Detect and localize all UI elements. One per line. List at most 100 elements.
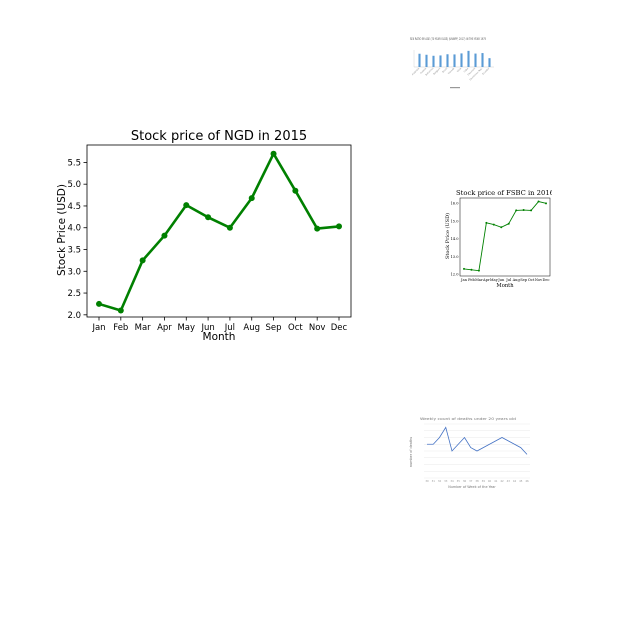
thumb-sex-ratio-bar: [460, 53, 463, 67]
main-series-line: [98, 152, 340, 312]
thumb-sex-ratio-xlabel: Bahamas: [425, 66, 435, 76]
thumb-sex-ratio-bar: [432, 55, 435, 67]
main-y-tick-label: 4.0: [67, 224, 81, 234]
main-data-point: [226, 224, 233, 231]
thumb-deaths-series: [427, 426, 528, 455]
thumb-sex-ratio-bar: [474, 53, 477, 67]
thumb-fsbc-y-tick-label: 13.0: [450, 255, 459, 259]
thumb-deaths-x-tick-label: 38: [475, 479, 479, 483]
thumb-deaths-x-tick-label: 43: [507, 479, 511, 483]
main-data-point: [183, 202, 190, 209]
main-series: [96, 150, 342, 314]
main-y-tick-label: 5.5: [67, 158, 81, 168]
thumb-sex-ratio-xlabel: Canada: [447, 67, 455, 75]
thumb-fsbc-ylabel: Stock Price (USD): [444, 213, 451, 259]
main-x-tick-label: Jul: [224, 323, 235, 333]
thumb-sex-ratio-axis-caption: [450, 87, 460, 89]
thumb-fsbc-data-point: [545, 202, 547, 205]
thumb-deaths-ylabel: number of deaths: [409, 437, 413, 467]
thumb-fsbc-x-tick-label: Dec: [542, 278, 549, 282]
main-data-point: [314, 225, 321, 232]
thumb-sex-ratio-bar: [488, 58, 491, 67]
thumb-fsbc-x-tick-label: Feb: [468, 278, 475, 282]
thumb-fsbc-x-tick-label: Jul: [505, 278, 512, 282]
thumb-fsbc-data-point: [507, 222, 510, 225]
main-x-tick-label: Jun: [200, 323, 214, 333]
thumb-deaths-x-tick-label: 37: [469, 479, 473, 483]
main-x-tick-label: May: [177, 323, 195, 333]
main-x-tick-label: Aug: [243, 323, 260, 333]
thumb-sex-ratio-xlabel: Cuba: [463, 67, 470, 74]
thumb-sex-ratio-xlabel: Australia: [411, 67, 420, 76]
thumb-fsbc-x-tick-label: Sep: [520, 278, 528, 282]
thumb-fsbc-data-point: [515, 209, 518, 212]
thumb-sex-ratio-bar: [467, 50, 470, 67]
thumb-fsbc-data-point: [470, 268, 473, 271]
main-y-tick-label: 3.5: [67, 246, 81, 256]
thumb-fsbc-data-point: [530, 209, 533, 212]
main-y-tick-label: 4.5: [67, 202, 81, 212]
main-x-tick-label: Feb: [113, 323, 128, 333]
thumb-fsbc-plot-frame: [459, 197, 551, 277]
thumbnail-deaths-chart[interactable]: Weekly count of deaths under 20 years ol…: [404, 414, 534, 494]
thumb-deaths-x-tick-label: 42: [500, 479, 504, 483]
main-chart-ylabel: Stock Price (USD): [56, 184, 68, 276]
thumb-deaths-x-tick-label: 33: [444, 479, 448, 483]
thumb-deaths-x-tick-label: 31: [432, 479, 436, 483]
thumb-fsbc-x-tick-label: Jan: [460, 278, 468, 282]
main-data-point: [96, 300, 102, 307]
thumb-sex-ratio-svg: SEX RATIO BY AGE (70 YEAR OLDS) (UNWPP, …: [410, 36, 494, 89]
thumb-fsbc-data-point: [463, 267, 465, 270]
thumb-fsbc-y-tick-label: 14.0: [450, 237, 459, 241]
thumb-deaths-x-tick-label: 40: [488, 479, 492, 483]
main-x-tick-label: Jan: [91, 323, 105, 333]
main-y-tick-label: 2.0: [67, 311, 81, 321]
main-x-tick-label: Mar: [135, 323, 152, 333]
thumb-sex-ratio-bar: [446, 54, 449, 67]
thumb-fsbc-title: Stock price of FSBC in 2016: [456, 189, 552, 197]
thumb-deaths-gridlines: [424, 423, 530, 479]
thumb-deaths-x-tick-label: 36: [463, 479, 467, 483]
main-x-tick-label: Oct: [288, 323, 303, 333]
thumb-sex-ratio-xlabel: Belgium: [433, 67, 441, 75]
main-x-tick-label: Sep: [266, 323, 282, 333]
main-y-tick-label: 5.0: [67, 180, 81, 190]
main-chart-title: Stock price of NGD in 2015: [131, 129, 307, 144]
thumbnail-fsbc-stock-chart[interactable]: Stock price of FSBC in 2016 Stock Price …: [440, 186, 554, 292]
thumb-sex-ratio-bar: [453, 54, 456, 67]
thumb-fsbc-y-ticks: 12.0 13.0 14.0 15.0 16.0: [450, 202, 459, 277]
thumb-deaths-svg: Weekly count of deaths under 20 years ol…: [409, 417, 530, 489]
main-data-point: [270, 150, 277, 157]
main-plot-frame: [86, 144, 352, 318]
thumb-deaths-x-tick-label: 34: [450, 479, 454, 483]
main-x-ticks: Jan Feb Mar Apr May Jun Jul Aug Sep Oct Nov Dec: [91, 317, 348, 333]
thumb-deaths-xlabel: Number of Week of the Year: [448, 485, 496, 489]
thumbnail-sex-ratio-chart[interactable]: SEX RATIO BY AGE (70 YEAR OLDS) (UNWPP, …: [400, 32, 500, 96]
thumb-fsbc-xlabel: Month: [496, 283, 514, 289]
thumb-fsbc-x-tick-label: May: [490, 278, 499, 282]
thumb-sex-ratio-bars: [418, 50, 491, 67]
thumb-fsbc-x-tick-label: Nov: [535, 278, 543, 282]
thumb-deaths-x-tick-label: 41: [494, 479, 498, 483]
thumb-fsbc-x-tick-label: Mar: [475, 278, 483, 282]
thumb-deaths-title: Weekly count of deaths under 20 years ol…: [420, 417, 516, 421]
thumb-sex-ratio-xlabel: Brazil: [442, 67, 449, 74]
thumb-fsbc-y-tick-label: 16.0: [450, 202, 459, 206]
thumb-sex-ratio-xlabel: Chile: [456, 67, 462, 73]
main-data-point: [248, 195, 255, 202]
main-data-point: [139, 257, 146, 264]
thumb-fsbc-x-ticks: Jan Feb Mar Apr May Jun Jul Aug Sep Oct Nov Dec: [460, 278, 549, 282]
thumb-sex-ratio-bar: [439, 55, 442, 67]
thumb-fsbc-data-point: [492, 223, 495, 226]
thumb-deaths-series-line: [427, 426, 528, 455]
thumb-sex-ratio-title: SEX RATIO BY AGE (70 YEAR OLDS) (UNWPP, …: [410, 36, 486, 41]
main-chart-xlabel: Month: [203, 331, 236, 343]
thumb-fsbc-y-tick-label: 15.0: [450, 219, 459, 223]
thumb-fsbc-x-tick-label: Oct: [528, 278, 535, 282]
thumb-fsbc-data-point: [500, 226, 503, 229]
thumb-fsbc-x-tick-label: Aug: [512, 278, 521, 282]
thumb-fsbc-data-point: [485, 221, 488, 224]
